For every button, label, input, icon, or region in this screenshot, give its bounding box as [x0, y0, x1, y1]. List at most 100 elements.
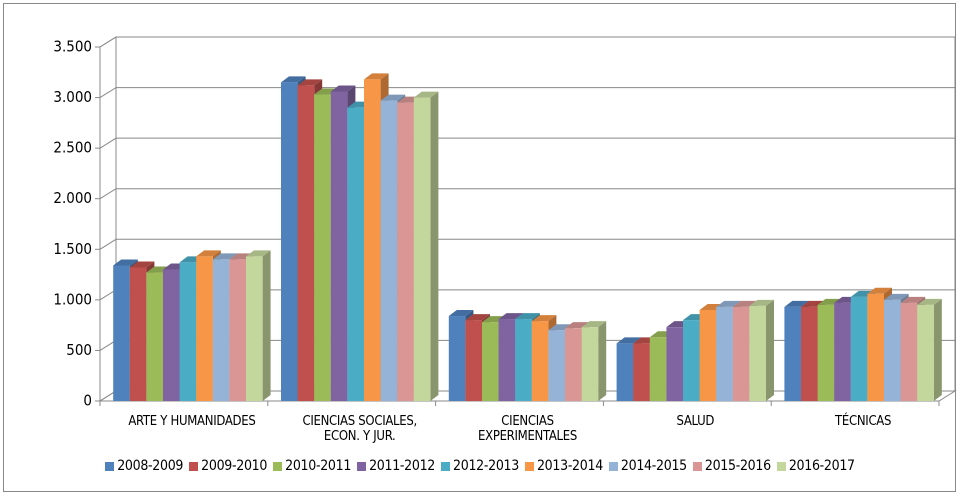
bar-side [598, 321, 607, 401]
bar-side [933, 298, 942, 401]
bar [129, 267, 147, 401]
bar [801, 306, 818, 401]
legend-swatch [608, 461, 618, 471]
legend-swatch [189, 461, 199, 471]
bar-side [262, 250, 271, 401]
legend-label: 2015-2016 [704, 458, 771, 474]
bar [413, 97, 431, 402]
legend-label: 2011-2012 [369, 458, 436, 474]
bar-top [749, 299, 774, 306]
legend-item: 2015-2016 [692, 458, 771, 474]
bar-top [212, 253, 238, 260]
legend-item: 2009-2010 [189, 458, 267, 474]
bar [113, 265, 130, 401]
x-tick-label: CIENCIAS EXPERIMENTALES [478, 414, 577, 444]
bar [397, 102, 414, 401]
bar-top [498, 313, 524, 320]
bar [297, 85, 315, 401]
legend-swatch [524, 461, 534, 471]
bar-top [917, 298, 942, 305]
bar-top [867, 287, 892, 294]
legend-item: 2011-2012 [357, 458, 435, 474]
y-tick-label: 3.500 [53, 38, 92, 56]
legend-label: 2013-2014 [536, 458, 603, 474]
bar [347, 107, 364, 401]
bar-top [281, 76, 306, 83]
bar-top [884, 293, 909, 300]
bar [281, 82, 298, 402]
bar [633, 343, 650, 401]
legend-swatch [692, 461, 702, 471]
legend-label: 2016-2017 [788, 458, 855, 474]
bar [683, 320, 700, 401]
bar-top [515, 313, 540, 320]
bar-top [196, 250, 221, 257]
bar [867, 293, 884, 401]
bar [515, 319, 532, 401]
grid-line [99, 36, 955, 48]
x-tick-label: SALUD [676, 414, 715, 429]
grid-line [99, 238, 955, 250]
grid-line [99, 137, 955, 149]
bar [146, 272, 163, 401]
bar [498, 319, 516, 401]
legend-item: 2010-2011 [273, 458, 351, 474]
bar-top [900, 296, 926, 303]
legend-item: 2014-2015 [608, 458, 687, 474]
bar-top [413, 91, 439, 98]
bar [314, 94, 331, 401]
grid-line [99, 188, 955, 200]
legend-swatch [441, 461, 451, 471]
bar [917, 304, 934, 401]
legend-item: 2008-2009 [105, 458, 183, 474]
bar-top [784, 300, 809, 307]
bar-top [716, 300, 741, 307]
bar [364, 79, 381, 401]
bar [749, 305, 766, 401]
bar [380, 100, 398, 401]
bar [196, 256, 213, 401]
bar [834, 302, 851, 401]
bar-top [297, 79, 323, 86]
x-tick-label: CIENCIAS SOCIALES, ECON. Y JUR. [302, 414, 417, 444]
y-tick-label: 1.000 [53, 290, 92, 308]
legend-swatch [776, 461, 786, 471]
bar [465, 320, 482, 401]
bar-top [364, 73, 389, 80]
bar [699, 309, 717, 401]
legend-swatch [357, 461, 367, 471]
legend-item: 2013-2014 [524, 458, 603, 474]
bar [163, 269, 180, 401]
y-tick-label: 3.000 [53, 88, 92, 106]
bar [884, 299, 901, 401]
bar [817, 304, 835, 401]
bar [784, 306, 801, 401]
legend-label: 2008-2009 [117, 458, 184, 474]
y-tick-label: 0 [83, 392, 92, 410]
bar [900, 302, 918, 401]
bar-top [531, 315, 557, 322]
bar [732, 306, 750, 401]
bar [179, 262, 197, 401]
bar-top [581, 321, 607, 328]
grid-line [99, 87, 955, 98]
bar [212, 259, 230, 401]
bar [716, 306, 733, 401]
bar-top [380, 94, 406, 101]
bar-top [330, 85, 356, 92]
legend-item: 2012-2013 [441, 458, 519, 474]
bar [229, 259, 246, 401]
bar [482, 322, 499, 401]
bar [548, 330, 565, 401]
bar-top [616, 337, 642, 344]
bar [330, 91, 348, 401]
bar-top [246, 250, 271, 257]
y-tick-label: 1.500 [53, 240, 92, 258]
y-tick-label: 2.500 [53, 139, 92, 157]
legend-swatch [105, 461, 115, 471]
bar-top [465, 314, 490, 321]
bar [531, 321, 549, 401]
bar [850, 296, 868, 401]
